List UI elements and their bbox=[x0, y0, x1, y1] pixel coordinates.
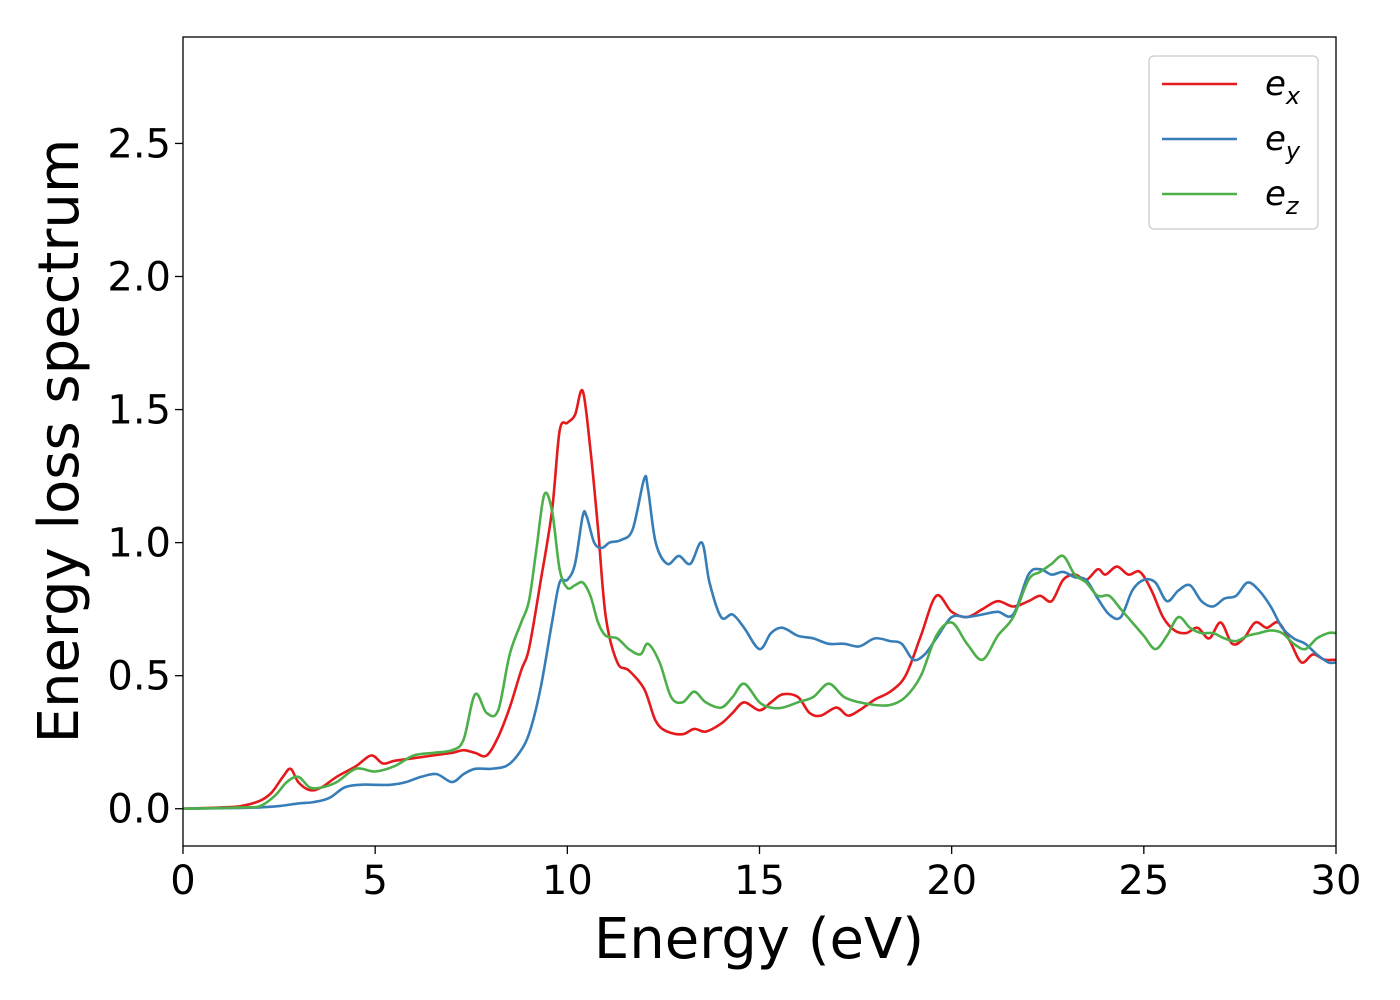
x-axis: 0 5 10 15 20 25 30 bbox=[170, 846, 1361, 904]
legend-label-x: ex bbox=[1265, 64, 1301, 110]
series-layer bbox=[182, 388, 1337, 810]
x-tick-label: 15 bbox=[734, 858, 785, 904]
y-tick-label: 2.0 bbox=[107, 255, 171, 301]
x-tick-label: 10 bbox=[542, 858, 593, 904]
x-tick-label: 0 bbox=[170, 858, 195, 904]
y-tick-label: 1.0 bbox=[107, 521, 171, 567]
series-line-z bbox=[182, 491, 1337, 810]
legend-label-subscript: y bbox=[1285, 137, 1301, 165]
x-axis-label: Energy (eV) bbox=[594, 907, 924, 972]
y-tick-label: 0.0 bbox=[107, 787, 171, 833]
legend-label-subscript: z bbox=[1285, 192, 1300, 220]
x-tick-label: 25 bbox=[1118, 858, 1169, 904]
legend-label-base: e bbox=[1265, 174, 1286, 214]
y-axis: 0.0 0.5 1.0 1.5 2.0 2.5 bbox=[107, 121, 183, 833]
y-tick-label: 0.5 bbox=[107, 654, 171, 700]
y-tick-label: 2.5 bbox=[107, 121, 171, 167]
x-tick-label: 5 bbox=[362, 858, 387, 904]
legend-label-base: e bbox=[1265, 119, 1286, 159]
legend-label-z: ez bbox=[1265, 174, 1300, 220]
series-line-x bbox=[182, 388, 1337, 810]
x-tick-label: 20 bbox=[926, 858, 977, 904]
legend-label-y: ey bbox=[1265, 119, 1301, 165]
legend-label-subscript: x bbox=[1285, 82, 1301, 110]
x-tick-label: 30 bbox=[1311, 858, 1362, 904]
y-axis-label: Energy loss spectrum bbox=[27, 139, 92, 744]
series-line-y bbox=[182, 474, 1337, 810]
legend-label-base: e bbox=[1265, 64, 1286, 104]
y-tick-label: 1.5 bbox=[107, 388, 171, 434]
legend-frame bbox=[1148, 55, 1319, 230]
